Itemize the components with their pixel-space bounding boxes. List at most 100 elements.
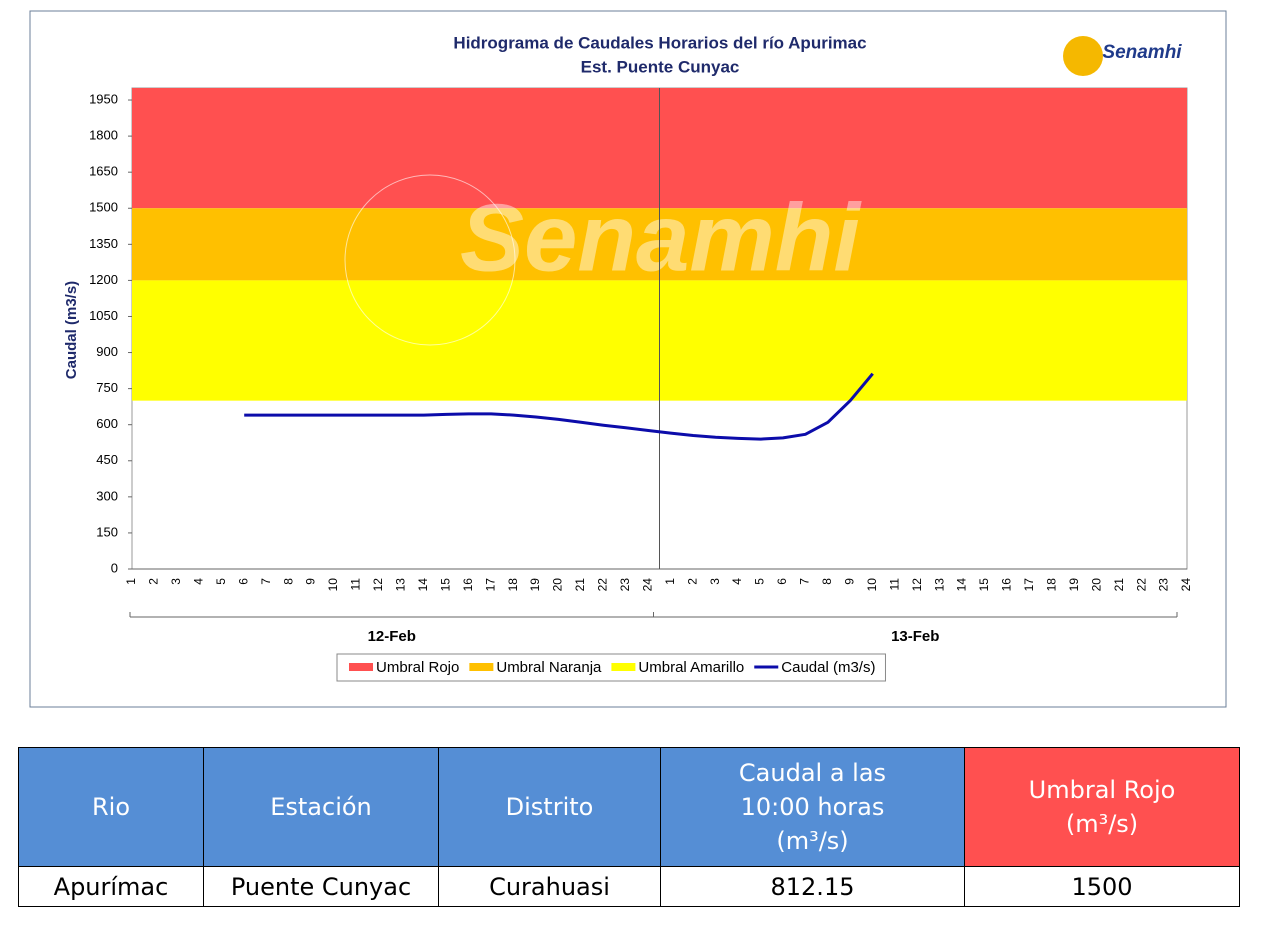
group-label: 13-Feb: [891, 628, 939, 645]
x-tick-label: 9: [304, 578, 318, 585]
y-tick-label: 600: [96, 416, 118, 431]
header-text: Rio: [91, 793, 131, 821]
x-tick-label: 18: [1044, 578, 1058, 592]
chart-title: Hidrograma de Caudales Horarios del río …: [453, 33, 866, 52]
x-tick-label: 24: [1179, 578, 1193, 592]
y-tick-label: 1800: [89, 128, 118, 143]
x-tick-label: 2: [147, 578, 161, 585]
y-tick-label: 1650: [89, 164, 118, 179]
x-tick-label: 23: [1157, 578, 1171, 592]
cell: Puente Cunyac: [203, 866, 439, 907]
x-tick-label: 22: [1134, 578, 1148, 592]
chart: Hidrograma de Caudales Horarios del río …: [29, 10, 1227, 708]
group-label: 12-Feb: [368, 628, 416, 645]
header-row: Rio Estación Distrito Caudal a las 10:00…: [18, 747, 1240, 867]
x-tick-label: 18: [506, 578, 520, 592]
legend-label: Umbral Rojo: [376, 659, 459, 676]
x-tick-label: 8: [820, 578, 834, 585]
x-tick-label: 15: [977, 578, 991, 592]
logo-sun: [1063, 36, 1103, 76]
legend-swatch: [349, 663, 373, 671]
watermark-sun: [344, 174, 516, 346]
legend-swatch: [469, 663, 494, 671]
legend-box: [336, 653, 886, 682]
x-tick-label: 10: [326, 578, 340, 592]
x-tick-label: 7: [259, 578, 273, 585]
x-tick-label: 4: [730, 578, 744, 585]
x-tick-label: 1: [124, 578, 138, 585]
x-tick-label: 1: [663, 578, 677, 585]
y-tick-label: 1050: [89, 308, 118, 323]
cell: 1500: [964, 866, 1240, 907]
legend-label: Umbral Amarillo: [638, 659, 744, 676]
x-tick-label: 7: [798, 578, 812, 585]
x-tick-label: 20: [1089, 578, 1103, 592]
x-tick-label: 21: [1112, 578, 1126, 592]
x-tick-label: 13: [932, 578, 946, 592]
x-tick-label: 8: [281, 578, 295, 585]
y-tick-label: 1200: [89, 272, 118, 287]
cell: 812.15: [660, 866, 965, 907]
header-cell: Umbral Rojo (m³/s): [964, 747, 1240, 867]
x-tick-label: 11: [349, 578, 363, 591]
legend: Umbral Rojo Umbral Naranja Umbral Amarillo…: [336, 653, 886, 682]
x-tick-label: 17: [483, 578, 497, 592]
x-tick-label: 13: [394, 578, 408, 592]
x-tick-label: 12: [910, 578, 924, 592]
x-tick-label: 19: [1067, 578, 1081, 592]
y-tick-label: 750: [96, 380, 118, 395]
x-tick-label: 6: [775, 578, 789, 585]
cell: Curahuasi: [438, 866, 661, 907]
x-tick-label: 5: [214, 578, 228, 585]
legend-swatch: [611, 663, 636, 671]
y-tick-label: 1350: [89, 236, 118, 251]
x-tick-label: 14: [416, 578, 430, 592]
x-tick-label: 20: [551, 578, 565, 592]
y-tick-label: 1950: [89, 91, 118, 106]
x-tick-label: 3: [708, 578, 722, 585]
legend-label: Umbral Naranja: [496, 659, 602, 676]
header-cell: Distrito: [438, 747, 661, 867]
x-tick-label: 9: [842, 578, 856, 585]
x-tick-label: 19: [528, 578, 542, 592]
legend-label: Caudal (m3/s): [781, 659, 875, 676]
y-tick-label: 450: [96, 452, 118, 467]
x-tick-label: 17: [1022, 578, 1036, 592]
x-tick-label: 4: [192, 578, 206, 585]
x-tick-label: 6: [236, 578, 250, 585]
x-tick-label: 14: [955, 578, 969, 592]
y-tick-label: 900: [96, 344, 118, 359]
x-tick-label: 16: [461, 578, 475, 592]
data-table: Rio Estación Distrito Caudal a las 10:00…: [18, 747, 1240, 907]
header-text: Caudal a las 10:00 horas (m³/s): [738, 759, 887, 855]
data-row: Apurímac Puente Cunyac Curahuasi 812.15 …: [18, 866, 1240, 907]
x-tick-label: 10: [865, 578, 879, 592]
header-cell: Caudal a las 10:00 horas (m³/s): [660, 747, 965, 867]
x-tick-label: 3: [169, 578, 183, 585]
y-tick-label: 300: [96, 488, 118, 503]
y-axis-label: Caudal (m3/s): [63, 281, 80, 379]
x-tick-label: 11: [887, 578, 901, 591]
chart-subtitle: Est. Puente Cunyac: [581, 57, 740, 76]
y-tick-label: 1500: [89, 200, 118, 215]
header-text: Distrito: [505, 793, 594, 821]
x-tick-label: 2: [685, 578, 699, 585]
header-cell: Rio: [18, 747, 204, 867]
x-tick-label: 24: [640, 578, 654, 592]
logo: Senamhi: [1102, 42, 1182, 63]
header-text: Estación: [270, 793, 372, 821]
x-tick-label: 15: [438, 578, 452, 592]
header-text: Umbral Rojo (m³/s): [1028, 776, 1176, 838]
x-tick-label: 5: [753, 578, 767, 585]
cell: Apurímac: [18, 866, 204, 907]
header-cell: Estación: [203, 747, 439, 867]
y-tick-label: 150: [96, 524, 118, 539]
x-tick-label: 22: [596, 578, 610, 592]
x-tick-label: 12: [371, 578, 385, 592]
y-tick-label: 0: [111, 560, 118, 575]
x-tick-label: 16: [1000, 578, 1014, 592]
x-tick-label: 23: [618, 578, 632, 592]
data-line: [244, 372, 874, 441]
x-tick-label: 21: [573, 578, 587, 592]
